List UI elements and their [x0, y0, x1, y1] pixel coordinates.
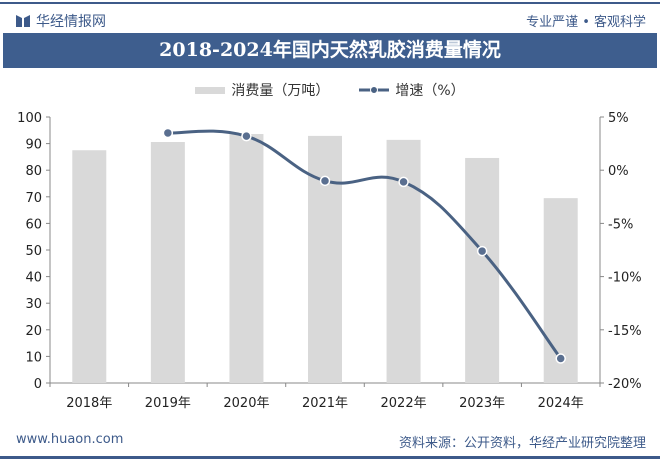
bar-2019年	[150, 142, 185, 383]
footer-url[interactable]: www.huaon.com	[16, 432, 124, 447]
left-tick-label: 30	[25, 297, 42, 312]
x-tick-label: 2019年	[145, 396, 191, 411]
left-tick-label: 90	[25, 138, 42, 153]
brand-name: 华经情报网	[36, 14, 106, 30]
left-tick-label: 100	[17, 111, 42, 126]
left-tick-label: 20	[25, 324, 42, 339]
growth-point-2023年	[476, 245, 488, 257]
growth-point-2022年	[398, 176, 409, 188]
brand: 华经情报网	[16, 11, 106, 31]
bar-2018年	[72, 150, 107, 383]
x-tick-label: 2021年	[302, 396, 348, 411]
legend-label: 增速（%）	[395, 83, 465, 99]
bar-2022年	[386, 139, 421, 383]
left-tick-label: 70	[25, 191, 42, 206]
x-tick-label: 2020年	[223, 396, 269, 411]
brand-logo-icon	[16, 15, 30, 27]
right-tick-label: 0%	[608, 164, 629, 179]
slogan: 专业严谨 • 客观科学	[526, 15, 646, 30]
bar-2024年	[543, 198, 578, 383]
top-divider	[0, 2, 660, 4]
left-tick-label: 10	[25, 350, 42, 365]
growth-point-2024年	[555, 353, 566, 364]
x-tick-label: 2022年	[381, 396, 427, 411]
right-tick-label: -20%	[608, 377, 642, 392]
left-tick-label: 80	[25, 164, 42, 179]
bottom-divider	[0, 456, 660, 459]
legend-item-consumption: 消费量（万吨）	[195, 80, 329, 100]
growth-point-2021年	[319, 175, 331, 187]
legend-label: 消费量（万吨）	[231, 83, 330, 99]
growth-line	[167, 129, 562, 360]
right-tick-label: 5%	[608, 111, 629, 126]
line-swatch-icon	[359, 86, 390, 94]
bar-swatch-icon	[195, 86, 226, 94]
growth-point-2019年	[162, 127, 174, 139]
right-tick-label: -10%	[608, 271, 642, 286]
x-tick-label: 2018年	[66, 396, 112, 411]
left-tick-label: 60	[25, 217, 42, 232]
x-tick-label: 2023年	[459, 396, 505, 411]
left-tick-label: 40	[25, 271, 42, 286]
x-tick-label: 2024年	[538, 396, 584, 411]
right-tick-label: -5%	[608, 217, 633, 232]
footer-source: 资料来源：公开资料，华经产业研究院整理	[398, 436, 646, 451]
bar-2021年	[308, 135, 342, 383]
growth-point-2020年	[241, 130, 252, 142]
chart-title: 2018-2024年国内天然乳胶消费量情况	[3, 33, 657, 68]
legend-item-growth: 增速（%）	[359, 80, 465, 100]
right-tick-label: -15%	[608, 324, 642, 339]
left-tick-label: 50	[25, 244, 42, 259]
legend: 消费量（万吨） 增速（%）	[0, 80, 660, 100]
bar-2020年	[229, 134, 264, 383]
bar-2023年	[465, 157, 500, 383]
left-tick-label: 0	[34, 377, 42, 392]
